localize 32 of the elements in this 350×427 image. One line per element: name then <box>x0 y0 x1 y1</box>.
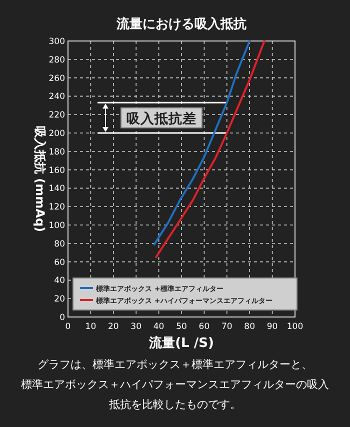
x-tick-label: 10 <box>85 322 96 332</box>
annotation: 吸入抵抗差 <box>120 107 202 128</box>
y-tick-label: 0 <box>60 313 65 323</box>
y-tick-label: 120 <box>48 202 65 213</box>
y-tick-label: 160 <box>48 166 65 176</box>
y-tick-label: 100 <box>48 221 65 231</box>
x-tick-label: 50 <box>176 322 187 332</box>
y-tick-label: 60 <box>54 258 65 268</box>
y-tick-label: 140 <box>48 184 65 194</box>
x-axis-title: 流量(L /S) <box>148 335 214 351</box>
y-tick-label: 80 <box>54 239 65 250</box>
x-tick-label: 40 <box>153 322 164 332</box>
y-tick-label: 220 <box>48 110 65 121</box>
text: グラフは、標準エアボックス＋標準エアフィルターと、標準エアボックス＋ハイパフォーマンスエアフィルターの吸入抵抗を比較したものです。 <box>21 358 329 411</box>
y-tick-label: 180 <box>48 147 65 158</box>
annotation: 吸入抵抗差 <box>126 110 197 127</box>
y-tick-label: 260 <box>48 74 65 84</box>
x-tick-label: 100 <box>286 322 304 332</box>
y-tick-label: 240 <box>48 92 65 102</box>
y-tick-label: 40 <box>54 276 65 286</box>
chart-title: 流量における吸入抵抗 <box>116 16 246 32</box>
y-tick-label: 280 <box>48 55 65 66</box>
y-tick-label: 20 <box>54 294 65 305</box>
x-tick-label: 90 <box>266 322 278 332</box>
x-tick-label: 30 <box>130 322 142 332</box>
y-tick-label: 200 <box>48 129 65 139</box>
x-tick-label: 70 <box>221 322 232 332</box>
y-tick-label: 300 <box>48 37 65 47</box>
x-tick-label: 20 <box>108 322 119 332</box>
x-tick-label: 60 <box>198 322 210 332</box>
y-axis-title: 吸入抵抗 (mmAq) <box>33 126 47 232</box>
x-tick-label: 80 <box>244 322 256 332</box>
